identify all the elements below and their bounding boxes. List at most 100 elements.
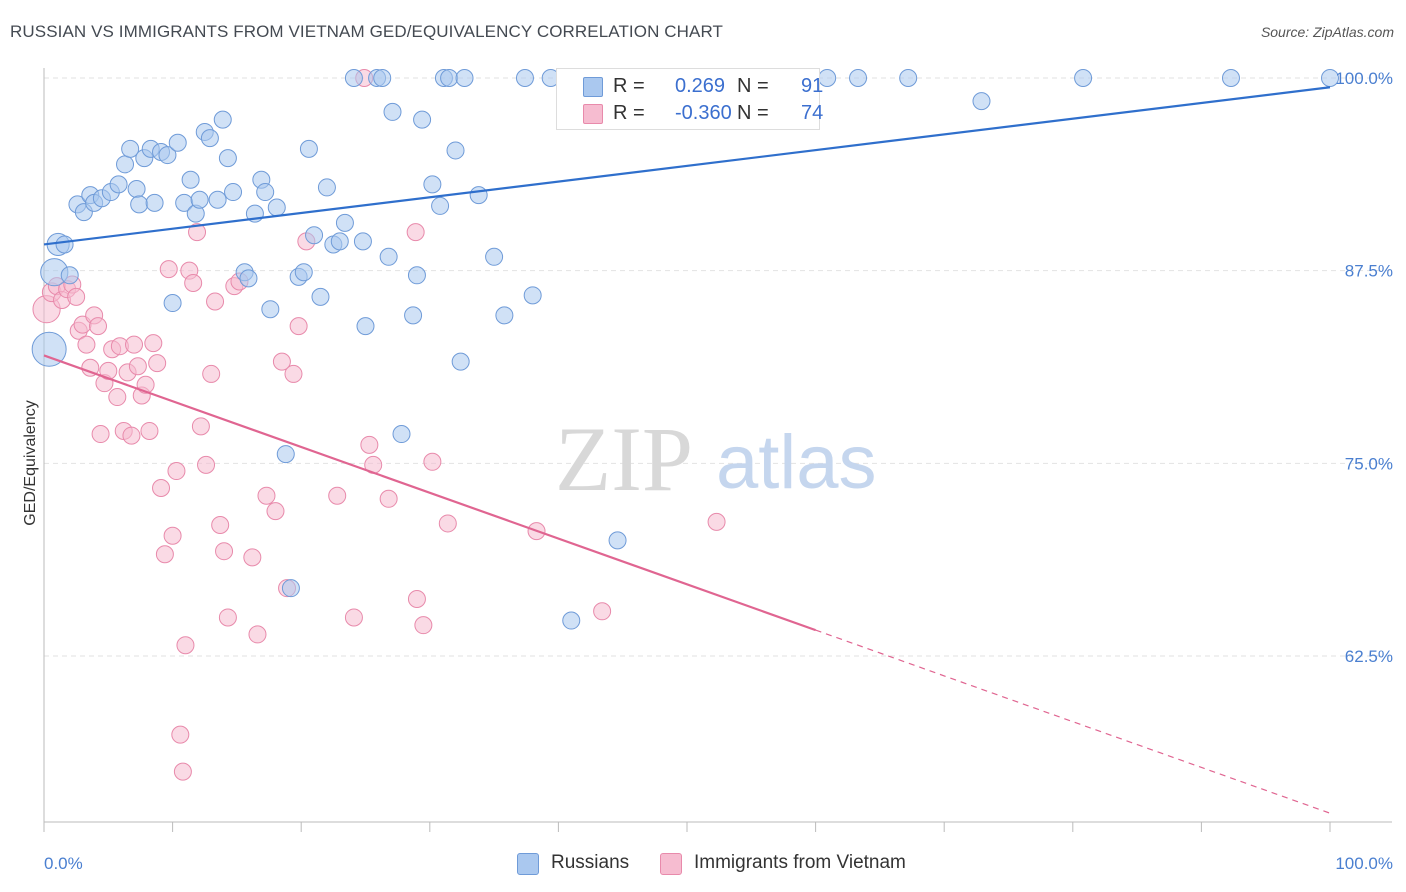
russians-point — [190, 190, 209, 209]
legend-swatch-vietnam — [583, 104, 603, 124]
russians-point — [404, 306, 423, 325]
russians-point — [335, 213, 354, 232]
russians-point — [1221, 69, 1240, 87]
russians-point — [181, 170, 200, 189]
vietnam-point — [218, 608, 237, 627]
russians-point — [562, 611, 581, 630]
russians-point — [344, 69, 363, 87]
russians-point — [353, 232, 372, 251]
vietnam-point — [125, 335, 144, 354]
vietnam-point — [122, 426, 141, 445]
russians-point — [109, 175, 128, 194]
vietnam-point — [67, 287, 86, 306]
vietnam-point — [379, 489, 398, 508]
correlation-legend: R = 0.269 N = 91 R = -0.360 N = 74 — [556, 68, 824, 130]
russians-point — [31, 331, 67, 367]
vietnam-point — [211, 515, 230, 534]
vietnam-point — [360, 435, 379, 454]
russians-point — [451, 352, 470, 371]
source-label: Source: ZipAtlas.com — [1260, 24, 1394, 40]
russians-point — [145, 193, 164, 212]
russians-point — [1074, 69, 1093, 87]
russians-point — [446, 141, 465, 160]
russians-point — [200, 129, 219, 148]
vietnam-point — [438, 514, 457, 533]
russians-point — [383, 102, 402, 121]
russians-point — [317, 178, 336, 197]
russians-point — [127, 179, 146, 198]
vietnam-point — [328, 486, 347, 505]
russians-point — [213, 110, 232, 129]
russians-trend-line — [43, 86, 1331, 246]
vietnam-point — [248, 625, 267, 644]
russians-point — [256, 183, 275, 202]
vietnam-point — [243, 548, 262, 567]
vietnam-point — [184, 273, 203, 292]
trend-lines — [43, 86, 1331, 814]
russians-point — [130, 195, 149, 214]
legend-r-label: R = — [613, 75, 645, 97]
bottom-legend-swatch-vietnam — [660, 853, 682, 875]
vietnam-trend-line — [43, 354, 816, 632]
vietnam-point — [128, 357, 147, 376]
legend-n-value: 91 — [801, 75, 824, 97]
vietnam-point — [272, 352, 291, 371]
russians-point — [407, 266, 426, 285]
russians-point — [311, 287, 330, 306]
legend-n-label: N = — [737, 102, 769, 124]
russians-point — [218, 149, 237, 168]
vietnam-point — [167, 462, 186, 481]
vietnam-point — [173, 762, 192, 781]
vietnam-point — [188, 223, 207, 242]
russians-point — [55, 235, 74, 254]
russians-point — [392, 425, 411, 444]
vietnam-point — [407, 589, 426, 608]
vietnam-point — [197, 455, 216, 474]
russians-point — [849, 69, 868, 87]
vietnam-point — [159, 260, 178, 279]
vietnam-point — [257, 486, 276, 505]
y-tick-label: 87.5% — [1345, 262, 1393, 281]
russians-point — [379, 247, 398, 266]
russians-point — [267, 198, 286, 217]
russians-point — [608, 531, 627, 550]
axes — [43, 68, 1392, 832]
y-tick-label: 62.5% — [1345, 647, 1393, 666]
russians-point — [356, 317, 375, 336]
russians-point — [261, 300, 280, 319]
vietnam-point — [406, 223, 425, 242]
vietnam-trend-extension — [815, 629, 1331, 814]
russians-point — [158, 146, 177, 165]
russians-point — [276, 445, 295, 464]
vietnam-point — [171, 725, 190, 744]
vietnam-point — [284, 364, 303, 383]
y-tick-label: 75.0% — [1345, 454, 1393, 473]
russians-point — [116, 155, 135, 174]
russians-point — [972, 92, 991, 111]
vietnam-point — [289, 317, 308, 336]
russians-point — [515, 69, 534, 87]
russians-point — [305, 226, 324, 245]
bottom-legend-label-vietnam: Immigrants from Vietnam — [694, 852, 906, 873]
watermark-zip: ZIP — [555, 408, 693, 510]
vietnam-point — [140, 421, 159, 440]
legend-n-value: 74 — [801, 102, 824, 124]
vietnam-point — [707, 512, 726, 531]
vietnam-point — [266, 502, 285, 521]
vietnam-point — [155, 545, 174, 564]
russians-point — [1321, 69, 1339, 87]
chart-title: RUSSIAN VS IMMIGRANTS FROM VIETNAM GED/E… — [10, 22, 724, 41]
bottom-legend-swatch-russians — [517, 853, 539, 875]
legend-n-label: N = — [737, 75, 769, 97]
vietnam-point — [423, 452, 442, 471]
vietnam-point — [77, 335, 96, 354]
russians-point — [431, 196, 450, 215]
russians-point — [495, 306, 514, 325]
bottom-legend-label-russians: Russians — [551, 852, 630, 873]
russians-point — [899, 69, 918, 87]
vietnam-point — [108, 388, 127, 407]
russians-point — [299, 139, 318, 158]
russians-point — [523, 286, 542, 305]
russians-point — [163, 294, 182, 313]
russians-point — [121, 139, 140, 158]
